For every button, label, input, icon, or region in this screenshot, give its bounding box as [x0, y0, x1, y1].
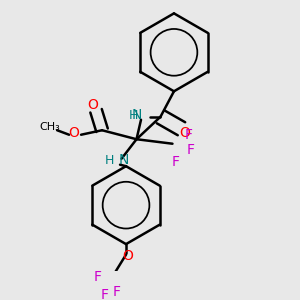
Text: N: N: [131, 108, 142, 122]
Text: CH₃: CH₃: [39, 122, 60, 132]
Text: F: F: [185, 128, 193, 142]
Text: O: O: [179, 126, 190, 140]
Text: F: F: [94, 270, 102, 284]
Text: H: H: [129, 109, 138, 122]
Text: O: O: [68, 126, 79, 140]
Text: F: F: [172, 155, 179, 169]
Text: H: H: [105, 154, 114, 167]
Text: N: N: [118, 153, 129, 167]
Text: O: O: [122, 249, 133, 263]
Text: F: F: [187, 143, 194, 157]
Text: O: O: [88, 98, 98, 112]
Text: F: F: [101, 288, 109, 300]
Text: F: F: [113, 285, 121, 299]
